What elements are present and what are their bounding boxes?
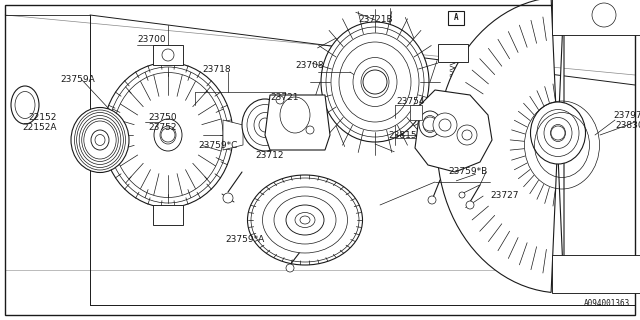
Text: 23750: 23750 bbox=[148, 114, 177, 123]
Bar bbox=[448, 11, 464, 25]
Text: 22152: 22152 bbox=[28, 114, 56, 123]
Text: 23759A: 23759A bbox=[60, 76, 95, 84]
Ellipse shape bbox=[353, 58, 397, 107]
Text: 23759*C: 23759*C bbox=[198, 140, 237, 149]
Polygon shape bbox=[410, 105, 422, 120]
Text: 23721B: 23721B bbox=[358, 15, 392, 25]
Polygon shape bbox=[223, 120, 243, 150]
Polygon shape bbox=[415, 90, 492, 172]
Circle shape bbox=[162, 49, 174, 61]
Text: 23797: 23797 bbox=[613, 110, 640, 119]
Circle shape bbox=[306, 126, 314, 134]
Circle shape bbox=[428, 196, 436, 204]
Ellipse shape bbox=[154, 119, 182, 151]
Circle shape bbox=[223, 193, 233, 203]
Text: 23759*B: 23759*B bbox=[448, 167, 487, 177]
Circle shape bbox=[363, 70, 387, 94]
Polygon shape bbox=[153, 45, 183, 65]
Circle shape bbox=[462, 130, 472, 140]
Ellipse shape bbox=[544, 117, 572, 148]
Circle shape bbox=[423, 117, 437, 131]
Ellipse shape bbox=[88, 121, 113, 149]
Ellipse shape bbox=[321, 22, 429, 142]
Ellipse shape bbox=[242, 99, 288, 151]
Text: 23721: 23721 bbox=[270, 93, 298, 102]
Text: 23815: 23815 bbox=[388, 131, 417, 140]
Text: A094001363: A094001363 bbox=[584, 299, 630, 308]
Text: 23712: 23712 bbox=[255, 150, 284, 159]
Ellipse shape bbox=[531, 102, 586, 164]
Text: A: A bbox=[454, 13, 458, 22]
Text: 23708: 23708 bbox=[295, 60, 324, 69]
Polygon shape bbox=[552, 0, 640, 35]
Text: 23754: 23754 bbox=[396, 98, 424, 107]
Ellipse shape bbox=[247, 105, 283, 146]
Circle shape bbox=[466, 201, 474, 209]
Ellipse shape bbox=[286, 205, 324, 235]
Circle shape bbox=[276, 96, 284, 104]
Circle shape bbox=[161, 128, 175, 142]
Circle shape bbox=[592, 3, 616, 27]
Polygon shape bbox=[437, 0, 564, 293]
Ellipse shape bbox=[300, 216, 310, 224]
Text: 22152A: 22152A bbox=[22, 124, 56, 132]
Ellipse shape bbox=[262, 187, 348, 253]
Ellipse shape bbox=[71, 108, 129, 172]
Text: 23700: 23700 bbox=[137, 36, 166, 44]
Ellipse shape bbox=[259, 118, 271, 132]
Circle shape bbox=[286, 264, 294, 272]
Circle shape bbox=[439, 119, 451, 131]
Polygon shape bbox=[265, 95, 330, 150]
Circle shape bbox=[459, 192, 465, 198]
Text: 23759*A: 23759*A bbox=[225, 236, 264, 244]
Text: 23727: 23727 bbox=[490, 190, 518, 199]
Text: 23830: 23830 bbox=[615, 121, 640, 130]
Circle shape bbox=[433, 113, 457, 137]
Polygon shape bbox=[552, 255, 640, 293]
Ellipse shape bbox=[91, 130, 109, 150]
Ellipse shape bbox=[248, 175, 362, 265]
Ellipse shape bbox=[103, 62, 233, 207]
Ellipse shape bbox=[11, 86, 39, 124]
Bar bbox=[438, 44, 468, 62]
Text: 23752: 23752 bbox=[148, 124, 177, 132]
Circle shape bbox=[457, 125, 477, 145]
Circle shape bbox=[551, 126, 565, 140]
Text: 23718: 23718 bbox=[202, 66, 230, 75]
Ellipse shape bbox=[419, 111, 441, 137]
Polygon shape bbox=[153, 205, 183, 225]
